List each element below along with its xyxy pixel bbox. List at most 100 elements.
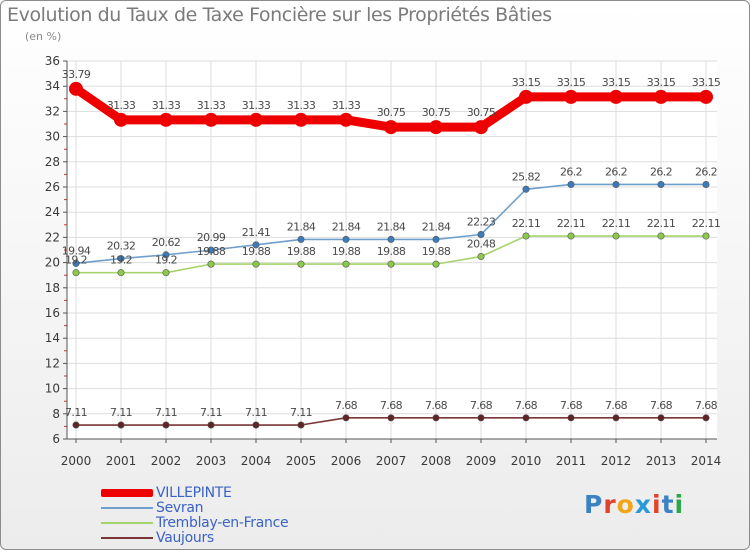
data-point-vaujours (657, 414, 665, 422)
legend-swatch-sevran (101, 506, 153, 509)
data-point-sevran (252, 241, 260, 249)
data-label-sevran: 26.2 (695, 165, 717, 178)
data-label-vaujours: 7.11 (155, 406, 177, 419)
data-point-villepinte (654, 89, 668, 104)
data-point-sevran (297, 235, 305, 243)
tick-label-y: 18 (45, 281, 60, 295)
data-label-sevran: 20.62 (152, 236, 181, 249)
chart-title: Evolution du Taux de Taxe Foncière sur l… (7, 4, 552, 26)
tick-label-x: 2012 (601, 454, 632, 468)
data-point-villepinte (474, 120, 488, 135)
data-point-tremblay (387, 260, 395, 268)
data-point-sevran (567, 180, 575, 188)
data-label-villepinte: 33.79 (62, 68, 91, 81)
data-label-villepinte: 33.15 (602, 76, 631, 89)
data-label-sevran: 20.99 (197, 231, 226, 244)
tick-label-y: 6 (52, 432, 60, 446)
tick-label-x: 2001 (106, 454, 137, 468)
data-point-tremblay (657, 232, 665, 240)
data-label-villepinte: 33.15 (692, 76, 721, 89)
data-label-villepinte: 31.33 (107, 99, 136, 112)
tick-label-y: 20 (45, 256, 60, 270)
data-label-villepinte: 31.33 (242, 99, 271, 112)
data-point-vaujours (702, 414, 710, 422)
tick-label-x: 2008 (421, 454, 452, 468)
data-point-vaujours (207, 421, 215, 429)
data-label-villepinte: 33.15 (557, 76, 586, 89)
data-label-tremblay: 19.2 (65, 254, 87, 267)
data-label-vaujours: 7.68 (650, 399, 673, 412)
data-point-villepinte (609, 89, 623, 104)
logo-letter: r (603, 490, 617, 519)
data-point-villepinte (249, 112, 263, 127)
data-point-sevran (522, 185, 530, 193)
data-label-villepinte: 33.15 (512, 76, 541, 89)
data-label-vaujours: 7.11 (290, 406, 312, 419)
data-label-villepinte: 33.15 (647, 76, 676, 89)
data-label-villepinte: 31.33 (332, 99, 361, 112)
tick-label-x: 2002 (151, 454, 182, 468)
tick-label-y: 10 (45, 382, 60, 396)
data-point-villepinte (204, 112, 218, 127)
tick-label-y: 28 (45, 155, 60, 169)
data-point-vaujours (612, 414, 620, 422)
data-label-tremblay: 19.88 (377, 245, 406, 258)
data-point-villepinte (429, 120, 443, 135)
data-point-tremblay (567, 232, 575, 240)
data-label-villepinte: 30.75 (377, 106, 406, 119)
data-point-villepinte (564, 89, 578, 104)
data-point-tremblay (702, 232, 710, 240)
legend-item-tremblay: Tremblay-en-France (101, 515, 289, 531)
chart-subtitle: (en %) (25, 30, 62, 43)
tick-label-y: 30 (45, 130, 60, 144)
data-label-villepinte: 30.75 (422, 106, 451, 119)
tick-label-x: 2011 (556, 454, 587, 468)
data-point-sevran (162, 251, 170, 259)
data-label-tremblay: 20.48 (467, 238, 496, 251)
tick-label-y: 16 (45, 306, 60, 320)
data-label-villepinte: 31.33 (197, 99, 226, 112)
legend-item-villepinte: VILLEPINTE (101, 484, 288, 501)
legend-swatch-villepinte (101, 488, 153, 497)
data-point-tremblay (207, 260, 215, 268)
data-label-sevran: 20.32 (107, 240, 136, 253)
legend: VILLEPINTE Sevran Tremblay-en-France Vau… (101, 484, 289, 546)
data-point-sevran (702, 180, 710, 188)
data-label-vaujours: 7.68 (380, 399, 403, 412)
data-label-vaujours: 7.68 (695, 399, 718, 412)
data-point-tremblay (117, 269, 125, 277)
logo-letter: i (674, 490, 685, 519)
tick-label-y: 12 (45, 356, 60, 370)
data-point-sevran (657, 180, 665, 188)
legend-item-sevran: Sevran (101, 500, 288, 516)
legend-item-vaujours: Vaujours (101, 529, 288, 546)
data-label-sevran: 21.84 (287, 220, 316, 233)
data-label-tremblay: 22.11 (512, 217, 541, 230)
proxiti-logo: Proxiti (584, 490, 684, 519)
data-label-sevran: 21.84 (422, 220, 451, 233)
tick-label-y: 34 (45, 79, 60, 93)
data-label-tremblay: 19.88 (242, 245, 271, 258)
data-point-vaujours (117, 421, 125, 429)
data-label-villepinte: 31.33 (287, 99, 316, 112)
data-point-vaujours (522, 414, 530, 422)
tick-label-x: 2013 (646, 454, 677, 468)
data-point-tremblay (72, 269, 80, 277)
tick-label-x: 2005 (286, 454, 317, 468)
tick-label-x: 2006 (331, 454, 362, 468)
tick-label-x: 2003 (196, 454, 227, 468)
data-label-tremblay: 22.11 (647, 217, 676, 230)
logo-letter: i (652, 490, 662, 519)
data-point-vaujours (387, 414, 395, 422)
data-point-tremblay (342, 260, 350, 268)
data-point-villepinte (699, 89, 713, 104)
data-point-sevran (342, 235, 350, 243)
data-label-vaujours: 7.11 (110, 406, 132, 419)
data-label-sevran: 26.2 (605, 165, 627, 178)
tick-label-y: 24 (45, 205, 60, 219)
data-label-tremblay: 19.88 (332, 245, 361, 258)
data-point-sevran (387, 235, 395, 243)
legend-label: Vaujours (156, 529, 214, 546)
legend-label: VILLEPINTE (156, 484, 232, 501)
